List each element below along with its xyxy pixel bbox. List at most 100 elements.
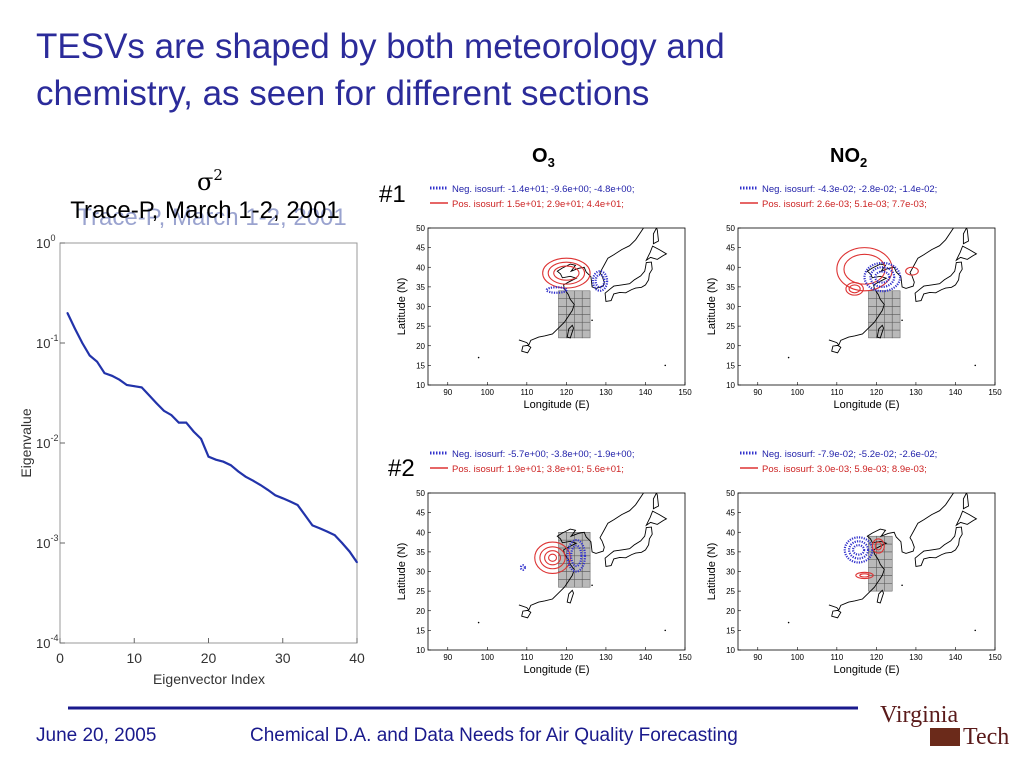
- island-dot: [901, 584, 903, 587]
- section-cell: [574, 314, 583, 323]
- eigen-point: [133, 385, 136, 388]
- section-cell: [581, 321, 591, 331]
- eigen-point: [252, 479, 254, 482]
- map-ytick-label: 25: [416, 587, 425, 596]
- negative-contour: [843, 536, 874, 564]
- section-cell: [581, 563, 591, 572]
- section-cell: [558, 329, 567, 339]
- eigen-point: [118, 378, 121, 381]
- map-xtick-label: 150: [678, 388, 692, 397]
- map-ytick-label: 45: [726, 509, 735, 518]
- map-panel-o3-section1: Neg. isosurf: -1.4e+01; -9.6e+00; -4.8e+…: [396, 184, 692, 411]
- map-ylabel: Latitude (N): [706, 543, 718, 600]
- eigen-point: [289, 500, 292, 503]
- eigen-point: [148, 394, 151, 397]
- map-ytick-label: 25: [416, 322, 425, 331]
- section-cell: [868, 290, 877, 299]
- map-panel-no2-section2: Neg. isosurf: -7.9e-02; -5.2e-02; -2.6e-…: [706, 449, 1002, 676]
- map-ytick-label: 35: [416, 283, 425, 292]
- hainan-coastline: [831, 344, 842, 354]
- eigen-ytick-label: 10-4: [36, 633, 58, 651]
- section-cell: [884, 567, 893, 576]
- map-xtick-label: 90: [443, 388, 452, 397]
- map-ytick-label: 10: [416, 646, 425, 655]
- map-ytick-label: 30: [416, 568, 425, 577]
- island-dot: [974, 629, 977, 632]
- map-content: [787, 493, 978, 632]
- positive-contour: [836, 247, 893, 292]
- taiwan-coastline: [876, 324, 884, 339]
- section-cell: [891, 314, 901, 323]
- japan-coastline: [914, 261, 963, 302]
- negative-contour: [594, 273, 606, 289]
- island-dot: [974, 364, 977, 367]
- negative-contour: [519, 564, 526, 572]
- map-xtick-label: 100: [481, 653, 495, 662]
- section-cell: [574, 321, 583, 331]
- map-ylabel: Latitude (N): [396, 543, 408, 600]
- section-cell: [581, 290, 591, 299]
- section-cell: [574, 579, 583, 588]
- eigen-ytick-label: 10-1: [36, 333, 58, 351]
- map-ytick-label: 45: [726, 244, 735, 253]
- coastline: [518, 228, 644, 346]
- section-cell: [574, 290, 583, 299]
- positive-contour: [547, 261, 586, 285]
- positive-contour: [553, 265, 580, 281]
- negative-contour: [851, 544, 866, 556]
- map-panel-o3-section2: Neg. isosurf: -5.7e+00; -3.8e+00; -1.9e+…: [396, 449, 692, 676]
- map-xlabel: Longitude (E): [523, 664, 589, 676]
- section-cell: [581, 306, 591, 315]
- island-dot: [787, 356, 790, 359]
- section-cell: [581, 547, 591, 557]
- eigen-points: [66, 311, 358, 564]
- positive-contour: [905, 266, 919, 276]
- eigen-point: [66, 311, 69, 314]
- section-cell: [558, 298, 567, 307]
- footer-date: June 20, 2005: [36, 725, 156, 746]
- negative-contour: [874, 270, 891, 284]
- map-xtick-label: 120: [560, 653, 574, 662]
- map-legend: Neg. isosurf: -4.3e-02; -2.8e-02; -1.4e-…: [740, 184, 937, 210]
- eigen-series-line: [66, 312, 358, 564]
- eigen-point: [73, 327, 76, 330]
- negative-contour: [591, 270, 609, 292]
- map-xtick-label: 110: [830, 388, 843, 397]
- eigen-ytick-label: 100: [36, 233, 55, 251]
- logo-word-virginia: Virginia: [880, 702, 958, 728]
- section-cell: [876, 583, 885, 592]
- negative-contour: [566, 538, 587, 573]
- positive-contour: [539, 546, 566, 570]
- map-xtick-label: 120: [560, 388, 574, 397]
- map-xtick-label: 130: [909, 653, 923, 662]
- eigen-xtick-label: 20: [201, 650, 217, 666]
- map-xtick-label: 120: [870, 653, 884, 662]
- positive-contour: [848, 284, 861, 294]
- map-ytick-label: 30: [726, 568, 735, 577]
- map-ytick-label: 15: [726, 626, 735, 635]
- map-ytick-label: 50: [726, 224, 735, 233]
- sakhalin-coastline: [652, 228, 659, 245]
- map-xtick-label: 130: [599, 653, 613, 662]
- section-cell: [581, 579, 591, 588]
- map-ylabel: Latitude (N): [706, 278, 718, 335]
- section-cell: [574, 571, 583, 580]
- eigen-point: [185, 421, 188, 424]
- map-xtick-label: 130: [599, 388, 613, 397]
- positive-contour: [548, 553, 558, 562]
- map-legend: Neg. isosurf: -5.7e+00; -3.8e+00; -1.9e+…: [430, 449, 634, 475]
- section-cell: [581, 555, 591, 564]
- sakhalin-coastline: [962, 493, 969, 510]
- sakhalin-coastline: [652, 493, 659, 510]
- eigen-point: [81, 342, 84, 344]
- eigen-point: [96, 360, 99, 363]
- negative-contour: [545, 286, 568, 294]
- map-xtick-label: 110: [520, 388, 533, 397]
- positive-contour: [542, 257, 591, 289]
- eigen-point: [274, 494, 277, 497]
- section-cell: [558, 306, 567, 315]
- left-panel-subtitle-shadow: Trace-P, March 1-2, 2001: [77, 204, 346, 231]
- map-panel-no2-section1: Neg. isosurf: -4.3e-02; -2.8e-02; -1.4e-…: [706, 184, 1002, 411]
- section-cell: [884, 321, 893, 331]
